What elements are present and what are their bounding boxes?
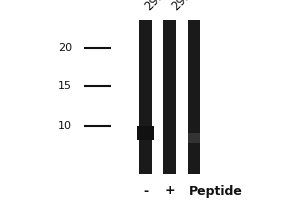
Bar [163, 20, 176, 174]
Text: 20: 20 [58, 43, 72, 53]
Text: Peptide: Peptide [189, 184, 243, 198]
Text: 10: 10 [58, 121, 72, 131]
Bar [137, 126, 154, 140]
Bar [188, 20, 200, 174]
Text: 293: 293 [169, 0, 194, 13]
Text: 293: 293 [142, 0, 167, 13]
Bar [188, 133, 200, 143]
Text: +: + [165, 184, 176, 198]
Text: -: - [143, 184, 148, 198]
Text: 15: 15 [58, 81, 72, 91]
Bar [139, 20, 152, 174]
